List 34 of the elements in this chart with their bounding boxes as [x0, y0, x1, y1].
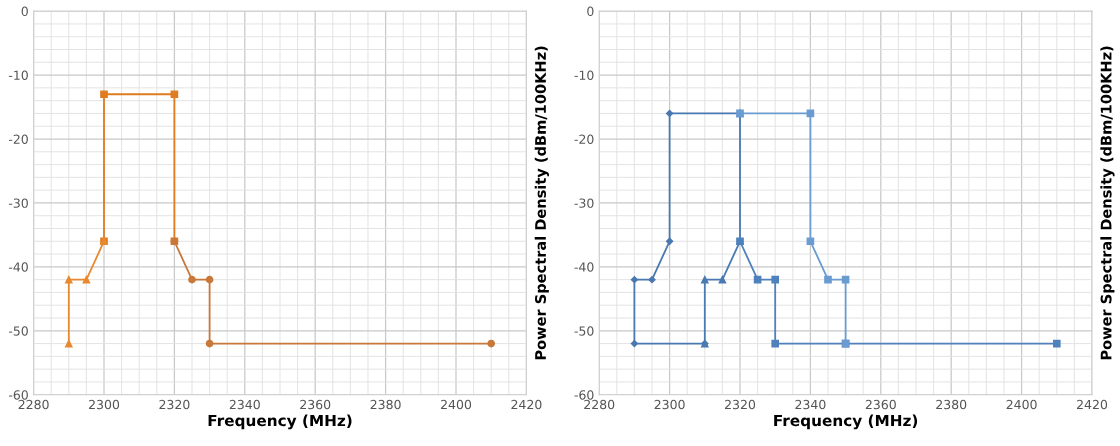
y-tick-label: -50	[574, 326, 594, 336]
x-tick-label: 2420	[511, 399, 542, 410]
x-tick-label: 2420	[1077, 399, 1108, 410]
x-tick-label: 2320	[159, 399, 190, 410]
x-tick-label: 2340	[229, 399, 260, 410]
x-tick-label: 2400	[441, 399, 472, 410]
x-tick-label: 2280	[584, 399, 615, 410]
x-tick-label: 2280	[18, 399, 49, 410]
y-tick-label: -30	[574, 198, 594, 208]
x-tick-label: 2340	[795, 399, 826, 410]
y-axis-title: Power Spectral Density (dBm/100KHz)	[1100, 46, 1115, 360]
y-tick-label: -10	[8, 70, 28, 80]
y-tick-label: -40	[8, 262, 28, 272]
x-tick-label: 2300	[89, 399, 120, 410]
x-tick-label: 2300	[654, 399, 685, 410]
y-axis-title: Power Spectral Density (dBm/100KHz)	[534, 46, 549, 360]
y-tick-label: -40	[574, 262, 594, 272]
y-tick-label: -10	[574, 70, 594, 80]
y-tick-label: -60	[8, 390, 28, 400]
x-tick-label: 2360	[865, 399, 896, 410]
x-tick-label: 2360	[300, 399, 331, 410]
y-tick-label: -30	[8, 198, 28, 208]
x-axis-title: Frequency (MHz)	[208, 414, 352, 430]
y-tick-label: 0	[587, 6, 594, 17]
x-tick-label: 2320	[725, 399, 756, 410]
y-tick-label: -60	[574, 390, 594, 400]
y-tick-label: 0	[21, 6, 28, 17]
x-tick-label: 2380	[370, 399, 401, 410]
x-axis-title: Frequency (MHz)	[774, 414, 918, 430]
x-tick-label: 2380	[936, 399, 967, 410]
x-tick-label: 2400	[1006, 399, 1037, 410]
y-tick-label: -20	[8, 134, 28, 144]
y-tick-label: -50	[8, 326, 28, 336]
y-tick-label: -20	[574, 134, 594, 144]
